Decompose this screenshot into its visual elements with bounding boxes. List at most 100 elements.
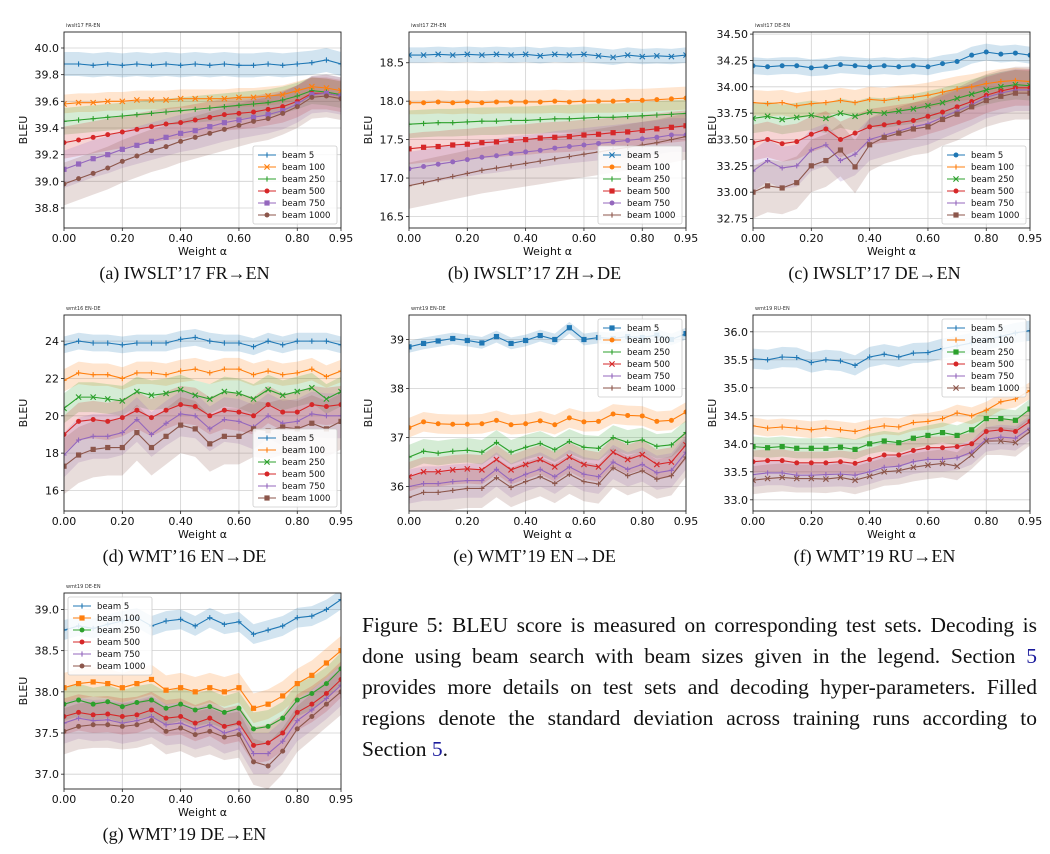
- data-point: [90, 701, 96, 707]
- data-point: [625, 129, 631, 135]
- data-point: [508, 422, 514, 428]
- data-point: [75, 117, 82, 123]
- data-point: [794, 425, 800, 431]
- data-point: [192, 366, 198, 372]
- std-band-beam-5: [64, 593, 341, 645]
- data-point: [552, 116, 558, 122]
- data-point: [309, 613, 315, 619]
- data-point: [954, 463, 961, 470]
- data-point: [134, 700, 140, 706]
- data-point: [910, 459, 916, 465]
- data-point: [523, 479, 529, 485]
- data-point: [250, 114, 257, 120]
- data-point: [221, 734, 227, 740]
- data-point: [493, 165, 500, 171]
- legend-box: [67, 596, 153, 676]
- data-point: [323, 681, 329, 687]
- data-point: [493, 99, 499, 105]
- data-point: [134, 416, 140, 423]
- data-point: [435, 489, 441, 495]
- data-point: [90, 417, 96, 423]
- data-point: [294, 709, 300, 715]
- data-point: [808, 131, 814, 137]
- y-tick-label: 38.5: [35, 645, 60, 658]
- data-point: [508, 99, 514, 105]
- data-point: [925, 445, 931, 451]
- data-point: [881, 351, 887, 357]
- data-point: [119, 444, 125, 451]
- legend-label: beam 250: [97, 626, 140, 636]
- legend-marker: [953, 337, 959, 343]
- data-point: [75, 437, 82, 443]
- series-line-beam-1000: [64, 95, 341, 185]
- data-point: [764, 470, 771, 476]
- chart-f: wmt19 RU-EN 0.00 0.20 0.40 0.60 0.80 0.95 33.0 3…: [706, 306, 1042, 541]
- section-link-2[interactable]: 5: [431, 737, 443, 761]
- data-point: [148, 431, 155, 438]
- data-point: [90, 156, 96, 162]
- y-tick-label: 18.5: [380, 57, 405, 70]
- data-point: [925, 432, 931, 438]
- data-point: [581, 115, 587, 121]
- legend-marker: [953, 164, 959, 170]
- chart-g: wmt19 DE-EN 0.00 0.20 0.40 0.60 0.80 0.95 37.0 3…: [17, 584, 353, 819]
- data-point: [409, 454, 412, 460]
- data-point: [323, 90, 330, 96]
- data-point: [625, 439, 631, 445]
- data-point: [323, 93, 329, 99]
- data-point: [280, 424, 286, 430]
- data-point: [464, 170, 470, 177]
- std-band-beam-5: [753, 43, 1030, 77]
- plot-area: [753, 43, 1030, 219]
- data-point: [867, 425, 873, 431]
- data-point: [794, 63, 800, 69]
- data-point: [683, 52, 686, 59]
- data-point: [420, 144, 427, 150]
- data-point: [90, 170, 96, 176]
- data-point: [1012, 417, 1019, 423]
- data-point: [338, 368, 341, 374]
- chart-d: wmt16 EN-DE 0.00 0.20 0.40 0.60 0.80 0.95 16 18 2…: [17, 306, 353, 541]
- data-point: [338, 402, 341, 408]
- y-tick-label: 17.5: [380, 134, 405, 147]
- data-point: [867, 96, 873, 103]
- data-point: [1027, 87, 1030, 93]
- data-point: [910, 464, 917, 471]
- data-point: [133, 97, 140, 103]
- data-point: [896, 452, 902, 458]
- legend-label: beam 1000: [282, 211, 330, 221]
- x-tick-label: 0.60: [916, 232, 941, 245]
- data-point: [969, 99, 975, 105]
- data-point: [998, 434, 1004, 440]
- data-point: [338, 61, 341, 67]
- data-point: [683, 409, 686, 415]
- data-point: [338, 342, 341, 348]
- x-tick-label: 0.20: [455, 232, 480, 245]
- data-point: [75, 715, 82, 721]
- legend-marker: [79, 651, 85, 657]
- data-point: [119, 342, 125, 348]
- data-point: [1027, 85, 1030, 91]
- data-point: [493, 475, 500, 481]
- data-point: [866, 109, 873, 116]
- data-point: [581, 336, 587, 343]
- legend-box: [252, 428, 338, 508]
- data-point: [64, 685, 67, 691]
- data-point: [779, 354, 785, 360]
- data-point: [479, 154, 485, 160]
- data-point: [435, 161, 441, 167]
- y-tick-label: 33.50: [717, 133, 749, 146]
- data-point: [522, 51, 529, 58]
- data-point: [823, 157, 829, 164]
- data-point: [207, 338, 213, 344]
- data-point: [508, 466, 515, 473]
- data-point: [178, 402, 184, 408]
- section-link-1[interactable]: 5: [1026, 644, 1037, 668]
- data-point: [163, 420, 169, 426]
- legend: beam 5 beam 100 beam 250 beam 500 beam 750 be…: [941, 145, 1027, 225]
- data-point: [420, 120, 427, 127]
- data-point: [653, 52, 660, 59]
- data-point: [753, 140, 756, 146]
- y-axis-label: BLEU: [17, 399, 30, 428]
- data-point: [148, 62, 155, 68]
